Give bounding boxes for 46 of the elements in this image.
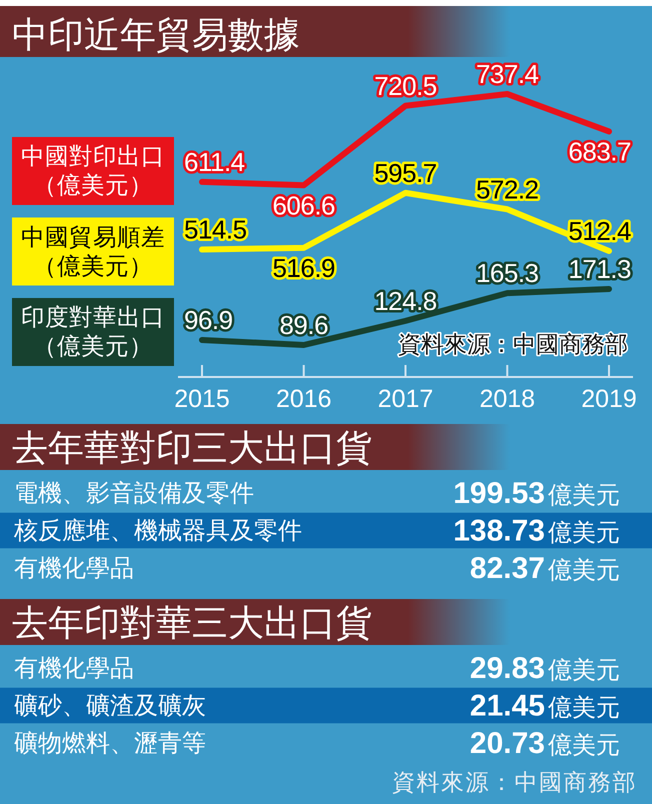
- annotation: 資料來源：中國商務部: [398, 332, 628, 357]
- data-label: 514.5: [184, 214, 247, 245]
- source-note: 資料來源：中國商務部: [392, 770, 637, 795]
- series-label: 中國對印出口（億美元）: [20, 142, 166, 200]
- data-label: 199.53: [453, 477, 545, 510]
- text: 億美元: [548, 732, 620, 759]
- data-label: 606.6: [272, 190, 336, 220]
- category-label: 礦物燃料、瀝青等: [14, 730, 206, 757]
- data-label: 720.5: [374, 70, 437, 101]
- data-label: 29.83: [470, 652, 545, 685]
- data-label: 171.3: [568, 254, 632, 284]
- data-label: 138.73: [453, 514, 545, 548]
- data-label: 683.7: [568, 136, 632, 166]
- data-label: 124.8: [374, 286, 437, 316]
- text: 億美元: [548, 557, 620, 584]
- x-tick-label: 2019: [581, 385, 637, 413]
- series-label: 中國貿易順差（億美元）: [20, 222, 166, 280]
- x-tick-label: 2017: [378, 385, 434, 413]
- text: 去年華對印三大出口貨: [12, 427, 372, 468]
- data-label: 20.73: [470, 727, 545, 760]
- data-label: 516.9: [272, 252, 336, 283]
- data-label: 96.9: [184, 304, 233, 335]
- text: 億美元: [548, 694, 620, 722]
- x-tick-label: 2015: [174, 385, 230, 413]
- text: 億美元: [548, 482, 620, 509]
- data-label: 21.45: [470, 690, 545, 722]
- data-label: 611.4: [184, 146, 245, 177]
- data-label: 165.3: [476, 258, 539, 288]
- data-label: 737.4: [476, 59, 539, 89]
- x-tick-label: 2018: [479, 385, 536, 413]
- data-label: 89.6: [279, 310, 328, 340]
- category-label: 電機、影音設備及零件: [14, 480, 254, 507]
- x-tick-label: 2016: [276, 385, 332, 413]
- category-label: 有機化學品: [14, 655, 134, 682]
- text: 億美元: [548, 520, 620, 546]
- category-label: 核反應堆、機械器具及零件: [13, 518, 302, 544]
- category-label: 礦砂、礦渣及礦灰: [14, 692, 206, 720]
- text: 去年印對華三大出口貨: [12, 602, 372, 643]
- data-label: 572.2: [476, 174, 539, 204]
- data-label: 512.4: [568, 216, 632, 246]
- data-label: 595.7: [374, 158, 437, 188]
- series-label: 印度對華出口（億美元）: [20, 303, 166, 361]
- chart-title: 中印近年貿易數據: [12, 14, 300, 55]
- category-label: 有機化學品: [14, 555, 134, 582]
- data-label: 82.37: [470, 552, 545, 585]
- text: 億美元: [548, 657, 620, 684]
